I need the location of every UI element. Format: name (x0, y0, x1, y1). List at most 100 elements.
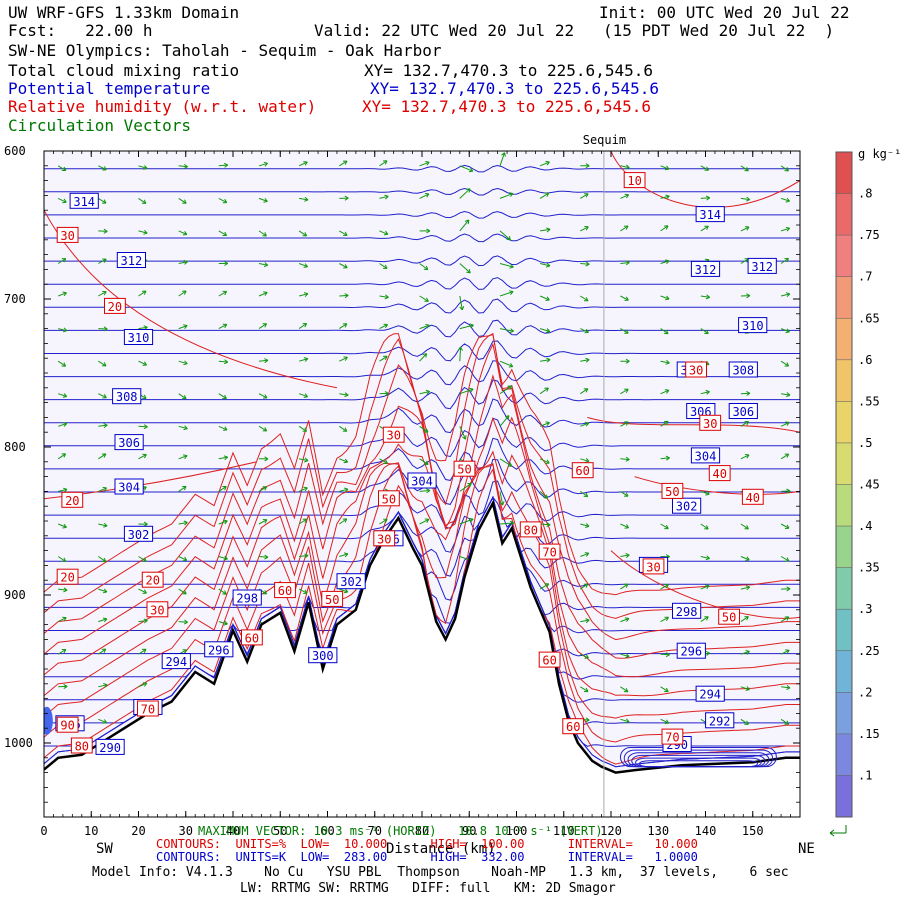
rh-contour-label: 60 (571, 462, 594, 479)
circulation-vector (379, 194, 389, 200)
circulation-vector (58, 393, 68, 398)
rh-contour (44, 450, 800, 697)
circulation-vector (419, 518, 430, 525)
theta-contour-label: 312 (690, 260, 721, 277)
colorbar-swatch (836, 442, 852, 485)
x-tick-label: 40 (226, 824, 240, 838)
circulation-vector (539, 387, 549, 395)
theta-contour (44, 277, 800, 290)
rh-contour (44, 374, 800, 659)
field-cloud-name: Total cloud mixing ratio (8, 61, 240, 80)
circulation-vector (258, 197, 268, 203)
theta-contour (44, 379, 800, 410)
circulation-vector (98, 556, 107, 563)
circulation-vector (780, 360, 790, 367)
circulation-vector (178, 588, 187, 595)
circulation-vector (258, 554, 269, 560)
theta-contour-label: 310 (738, 317, 768, 334)
theta-contour-label: 308 (728, 361, 758, 378)
circulation-vector (299, 457, 309, 463)
svg-text:296: 296 (680, 645, 702, 659)
circulation-vector (660, 225, 669, 232)
circulation-vector (660, 584, 669, 590)
circulation-vector (499, 491, 505, 506)
circulation-vector (580, 653, 589, 659)
circulation-vector (419, 425, 429, 433)
colorbar-label: .75 (858, 228, 880, 242)
circulation-vector (740, 523, 749, 530)
svg-text:312: 312 (695, 263, 717, 277)
circulation-vector (780, 328, 790, 334)
circulation-vector (539, 583, 550, 590)
field-rh-xy: XY= 132.7,470.3 to 225.6,545.6 (362, 97, 651, 116)
rh-contour (44, 333, 800, 596)
svg-text:310: 310 (128, 331, 150, 345)
theta-contour-label: 312 (116, 252, 147, 268)
circulation-vector (580, 357, 590, 363)
svg-text:302: 302 (676, 500, 698, 514)
circulation-vector (339, 425, 348, 432)
theta-contour (44, 495, 800, 577)
colorbar-swatch (836, 733, 852, 776)
circulation-vector (700, 294, 711, 300)
circulation-vector (780, 257, 789, 264)
theta-contour-label: 294 (695, 685, 725, 702)
circulation-vector (138, 648, 147, 655)
circulation-vector (57, 616, 67, 623)
circulation-vector (700, 165, 710, 171)
x-tick-label: 110 (553, 824, 575, 838)
circulation-vector (379, 294, 389, 300)
field-theta-name: Potential temperature (8, 79, 211, 98)
field-cloud-xy: XY= 132.7,470.3 to 225.6,545.6 (364, 61, 653, 80)
theta-contour-label: 302 (336, 573, 366, 590)
circulation-vector (298, 230, 308, 237)
circulation-vector (539, 458, 550, 464)
rh-contour-label: 30 (699, 414, 722, 431)
circulation-vector (740, 226, 750, 232)
theta-contour (44, 298, 800, 314)
colorbar-label: .7 (858, 270, 872, 284)
ne-label: NE (798, 841, 815, 857)
svg-text:60: 60 (542, 654, 556, 668)
rh-contour (44, 416, 800, 678)
x-tick-label: 30 (179, 824, 193, 838)
svg-text:80: 80 (523, 523, 537, 537)
colorbar-swatch (836, 359, 852, 402)
circulation-vector (780, 421, 790, 427)
circulation-vector (459, 517, 474, 525)
circulation-vector (700, 616, 709, 623)
circulation-vector (98, 165, 107, 171)
circulation-vector (540, 227, 551, 233)
circulation-vector (138, 290, 147, 297)
y-tick-label: 900 (4, 588, 26, 602)
circulation-vector (218, 290, 228, 297)
colorbar-label: .4 (858, 519, 872, 533)
circulation-vector (379, 323, 389, 330)
circulation-vector (339, 458, 349, 464)
colorbar-swatch (836, 567, 852, 610)
field-rh-name: Relative humidity (w.r.t. water) (8, 97, 317, 116)
svg-text:308: 308 (116, 390, 138, 404)
circulation-vector (740, 165, 749, 172)
rh-contour-label: 40 (741, 488, 764, 505)
svg-text:304: 304 (118, 481, 140, 495)
circulation-vector (98, 291, 107, 297)
rh-contour-label: 60 (274, 582, 296, 599)
circulation-vector (700, 328, 709, 335)
circulation-vector (780, 453, 790, 460)
circulation-vector (580, 295, 589, 302)
circulation-vector (258, 358, 269, 364)
circulation-vector (258, 230, 267, 237)
svg-text:10: 10 (627, 174, 641, 188)
rh-contour-label: 60 (241, 629, 263, 646)
rh-contour-label: 50 (661, 482, 684, 499)
theta-contour-label: 314 (695, 206, 725, 223)
rh-contour (44, 342, 800, 641)
circulation-vector (580, 686, 589, 693)
svg-text:314: 314 (699, 208, 721, 222)
circulation-vector (298, 518, 308, 525)
circulation-vector (539, 262, 551, 268)
circulation-vector (620, 328, 629, 334)
circulation-vector (57, 453, 67, 460)
circulation-vector (379, 160, 388, 167)
